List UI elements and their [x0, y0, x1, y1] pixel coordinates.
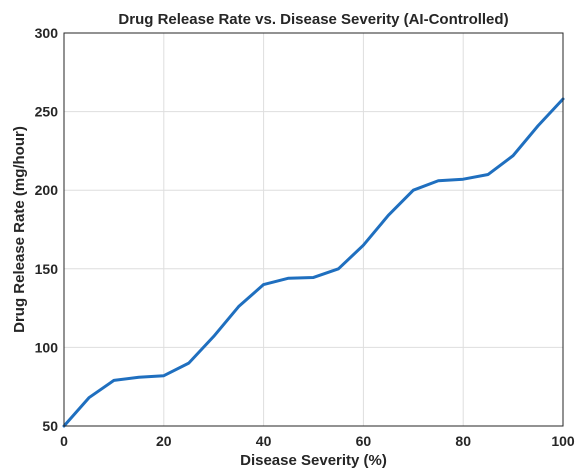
x-axis-label: Disease Severity (%) [240, 452, 387, 468]
x-tick-label: 80 [455, 433, 471, 449]
y-tick-label: 200 [35, 182, 59, 198]
x-tick-label: 40 [256, 433, 272, 449]
x-tick-labels: 0 20 40 60 80 100 [60, 433, 575, 449]
x-tick-label: 100 [551, 433, 575, 449]
y-tick-label: 300 [35, 25, 59, 41]
y-tick-label: 250 [35, 104, 59, 120]
y-tick-label: 50 [42, 418, 58, 434]
y-tick-label: 100 [35, 339, 59, 355]
grid [63, 32, 564, 427]
series-group [62, 97, 565, 428]
y-tick-label: 150 [35, 261, 59, 277]
x-tick-label: 60 [356, 433, 372, 449]
x-tick-label: 0 [60, 433, 68, 449]
x-tick-label: 20 [156, 433, 172, 449]
series-line [62, 97, 565, 428]
y-axis-label: Drug Release Rate (mg/hour) [11, 126, 28, 333]
chart-title: Drug Release Rate vs. Disease Severity (… [118, 11, 508, 28]
y-tick-labels: 50 100 150 200 250 300 [35, 25, 59, 434]
plot-frame [63, 32, 564, 427]
